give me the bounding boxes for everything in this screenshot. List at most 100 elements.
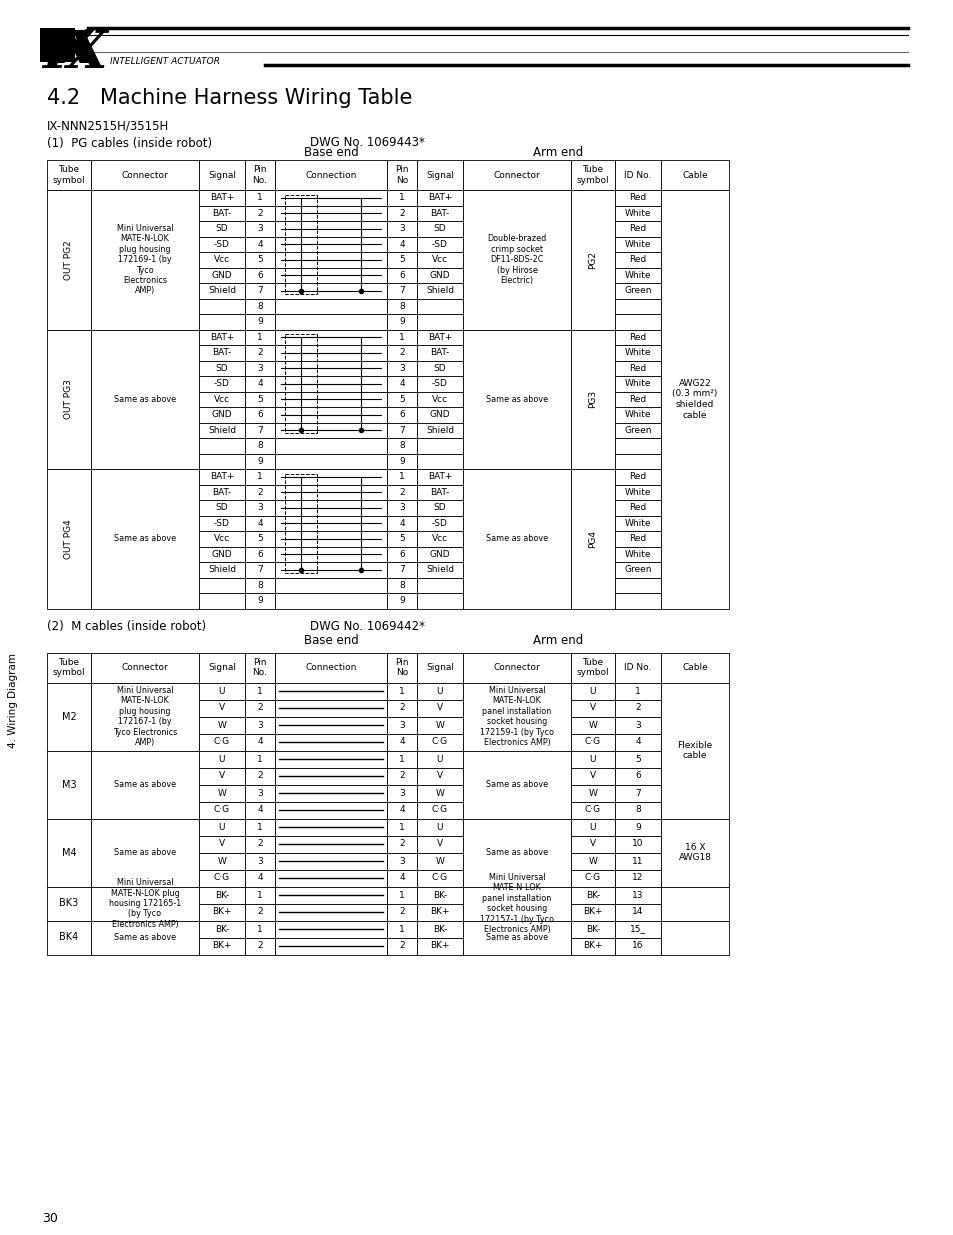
Text: BAT+: BAT+ xyxy=(210,472,233,482)
Bar xyxy=(47,469,91,609)
Text: Base end: Base end xyxy=(303,634,358,647)
Bar xyxy=(615,268,660,283)
Text: 6: 6 xyxy=(398,270,404,280)
Bar xyxy=(199,500,245,515)
Bar xyxy=(199,469,245,484)
Bar xyxy=(91,190,199,330)
Text: 9: 9 xyxy=(398,317,404,326)
Bar xyxy=(571,190,615,330)
Text: 3: 3 xyxy=(257,503,263,513)
Bar xyxy=(416,469,462,484)
Bar xyxy=(91,330,199,469)
Text: 3: 3 xyxy=(635,720,640,730)
Text: 3: 3 xyxy=(257,364,263,373)
Text: 4: 4 xyxy=(398,379,404,388)
Text: M4: M4 xyxy=(62,847,76,857)
Text: Connector: Connector xyxy=(121,170,168,179)
Bar xyxy=(387,802,416,819)
Bar xyxy=(615,408,660,422)
Bar xyxy=(387,361,416,375)
Bar xyxy=(274,683,387,699)
Text: -SD: -SD xyxy=(213,519,230,527)
Text: -SD: -SD xyxy=(213,379,230,388)
Text: 2: 2 xyxy=(257,488,262,496)
Text: (1)  PG cables (inside robot): (1) PG cables (inside robot) xyxy=(47,137,212,149)
Bar xyxy=(285,195,316,294)
Bar xyxy=(245,593,274,609)
Text: INTELLIGENT ACTUATOR: INTELLIGENT ACTUATOR xyxy=(110,57,220,65)
Text: Red: Red xyxy=(629,535,646,543)
Text: 6: 6 xyxy=(398,550,404,558)
Text: Connector: Connector xyxy=(493,663,539,672)
Bar xyxy=(571,802,615,819)
Text: Shield: Shield xyxy=(208,426,235,435)
Text: OUT PG4: OUT PG4 xyxy=(65,519,73,558)
Bar xyxy=(416,515,462,531)
Bar xyxy=(199,314,245,330)
Text: 3: 3 xyxy=(398,225,404,233)
Text: 5: 5 xyxy=(398,395,404,404)
Text: White: White xyxy=(624,550,651,558)
Text: V: V xyxy=(589,772,596,781)
Bar xyxy=(416,819,462,836)
Bar xyxy=(615,453,660,469)
Bar xyxy=(274,904,387,920)
Bar xyxy=(91,920,199,955)
Bar xyxy=(387,500,416,515)
Bar xyxy=(387,547,416,562)
Bar xyxy=(416,593,462,609)
Text: 1: 1 xyxy=(398,890,404,899)
Bar xyxy=(615,784,660,802)
Bar xyxy=(199,652,245,683)
Bar xyxy=(462,330,571,469)
Text: 12: 12 xyxy=(632,873,643,883)
Bar xyxy=(199,205,245,221)
Text: 1: 1 xyxy=(398,193,404,203)
Bar xyxy=(615,593,660,609)
Text: Signal: Signal xyxy=(208,170,235,179)
Text: Vcc: Vcc xyxy=(213,256,230,264)
Bar xyxy=(416,887,462,904)
Text: 6: 6 xyxy=(257,270,263,280)
Bar xyxy=(387,578,416,593)
Text: 16 X
AWG18: 16 X AWG18 xyxy=(678,842,711,862)
Bar xyxy=(615,361,660,375)
Text: Tube
symbol: Tube symbol xyxy=(576,165,609,185)
Text: Cable: Cable xyxy=(681,663,707,672)
Bar xyxy=(274,161,387,190)
Text: V: V xyxy=(589,704,596,713)
Text: DWG No. 1069443*: DWG No. 1069443* xyxy=(310,137,424,149)
Text: 2: 2 xyxy=(257,704,262,713)
Bar xyxy=(387,236,416,252)
Bar xyxy=(462,683,571,751)
Bar xyxy=(462,920,571,955)
Bar xyxy=(274,361,387,375)
Bar xyxy=(274,819,387,836)
Text: 2: 2 xyxy=(398,772,404,781)
Text: C·G: C·G xyxy=(584,805,600,815)
Text: U: U xyxy=(589,755,596,763)
Bar xyxy=(615,683,660,699)
Bar xyxy=(245,819,274,836)
Bar xyxy=(387,205,416,221)
Bar xyxy=(571,716,615,734)
Bar xyxy=(416,734,462,751)
Text: 5: 5 xyxy=(635,755,640,763)
Bar xyxy=(387,221,416,236)
Text: 4: 4 xyxy=(257,379,262,388)
Bar xyxy=(245,869,274,887)
Text: GND: GND xyxy=(429,270,450,280)
Text: White: White xyxy=(624,348,651,357)
Bar xyxy=(416,236,462,252)
Bar xyxy=(615,699,660,716)
Text: 15_: 15_ xyxy=(629,925,645,934)
Text: Pin
No.: Pin No. xyxy=(253,165,267,185)
Text: PG2: PG2 xyxy=(588,251,597,269)
Bar xyxy=(660,190,728,609)
Text: 3: 3 xyxy=(398,364,404,373)
Bar xyxy=(47,887,91,920)
Bar xyxy=(387,515,416,531)
Bar xyxy=(199,515,245,531)
Text: White: White xyxy=(624,379,651,388)
Bar xyxy=(47,190,91,330)
